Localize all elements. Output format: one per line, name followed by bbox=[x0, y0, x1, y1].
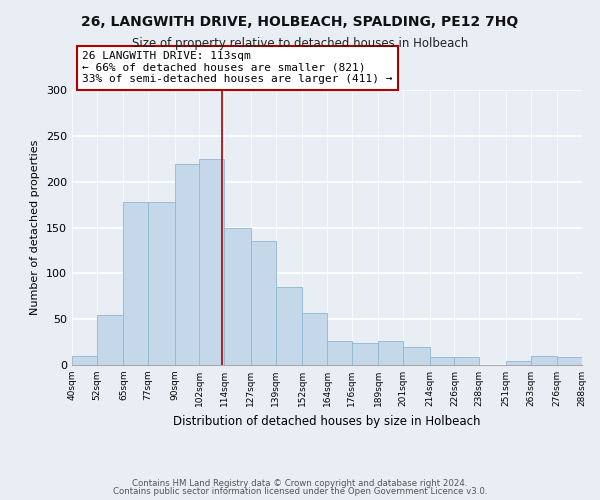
Bar bbox=[302, 313, 327, 365]
Bar bbox=[251, 242, 275, 365]
Bar bbox=[148, 202, 175, 365]
Text: 26 LANGWITH DRIVE: 113sqm
← 66% of detached houses are smaller (821)
33% of semi: 26 LANGWITH DRIVE: 113sqm ← 66% of detac… bbox=[82, 52, 392, 84]
Bar bbox=[275, 287, 302, 365]
Y-axis label: Number of detached properties: Number of detached properties bbox=[31, 140, 40, 315]
Bar bbox=[352, 343, 379, 365]
Bar bbox=[199, 159, 224, 365]
Bar bbox=[224, 228, 251, 365]
Bar bbox=[506, 362, 530, 365]
Bar bbox=[557, 357, 582, 365]
Text: Contains public sector information licensed under the Open Government Licence v3: Contains public sector information licen… bbox=[113, 487, 487, 496]
Bar bbox=[97, 314, 124, 365]
Bar bbox=[379, 341, 403, 365]
Bar bbox=[72, 356, 97, 365]
Bar bbox=[327, 341, 352, 365]
Bar bbox=[124, 202, 148, 365]
Bar bbox=[530, 356, 557, 365]
Bar bbox=[430, 357, 455, 365]
Bar bbox=[403, 346, 430, 365]
Text: Size of property relative to detached houses in Holbeach: Size of property relative to detached ho… bbox=[132, 38, 468, 51]
Text: Contains HM Land Registry data © Crown copyright and database right 2024.: Contains HM Land Registry data © Crown c… bbox=[132, 478, 468, 488]
X-axis label: Distribution of detached houses by size in Holbeach: Distribution of detached houses by size … bbox=[173, 414, 481, 428]
Bar bbox=[175, 164, 199, 365]
Bar bbox=[455, 357, 479, 365]
Text: 26, LANGWITH DRIVE, HOLBEACH, SPALDING, PE12 7HQ: 26, LANGWITH DRIVE, HOLBEACH, SPALDING, … bbox=[82, 15, 518, 29]
